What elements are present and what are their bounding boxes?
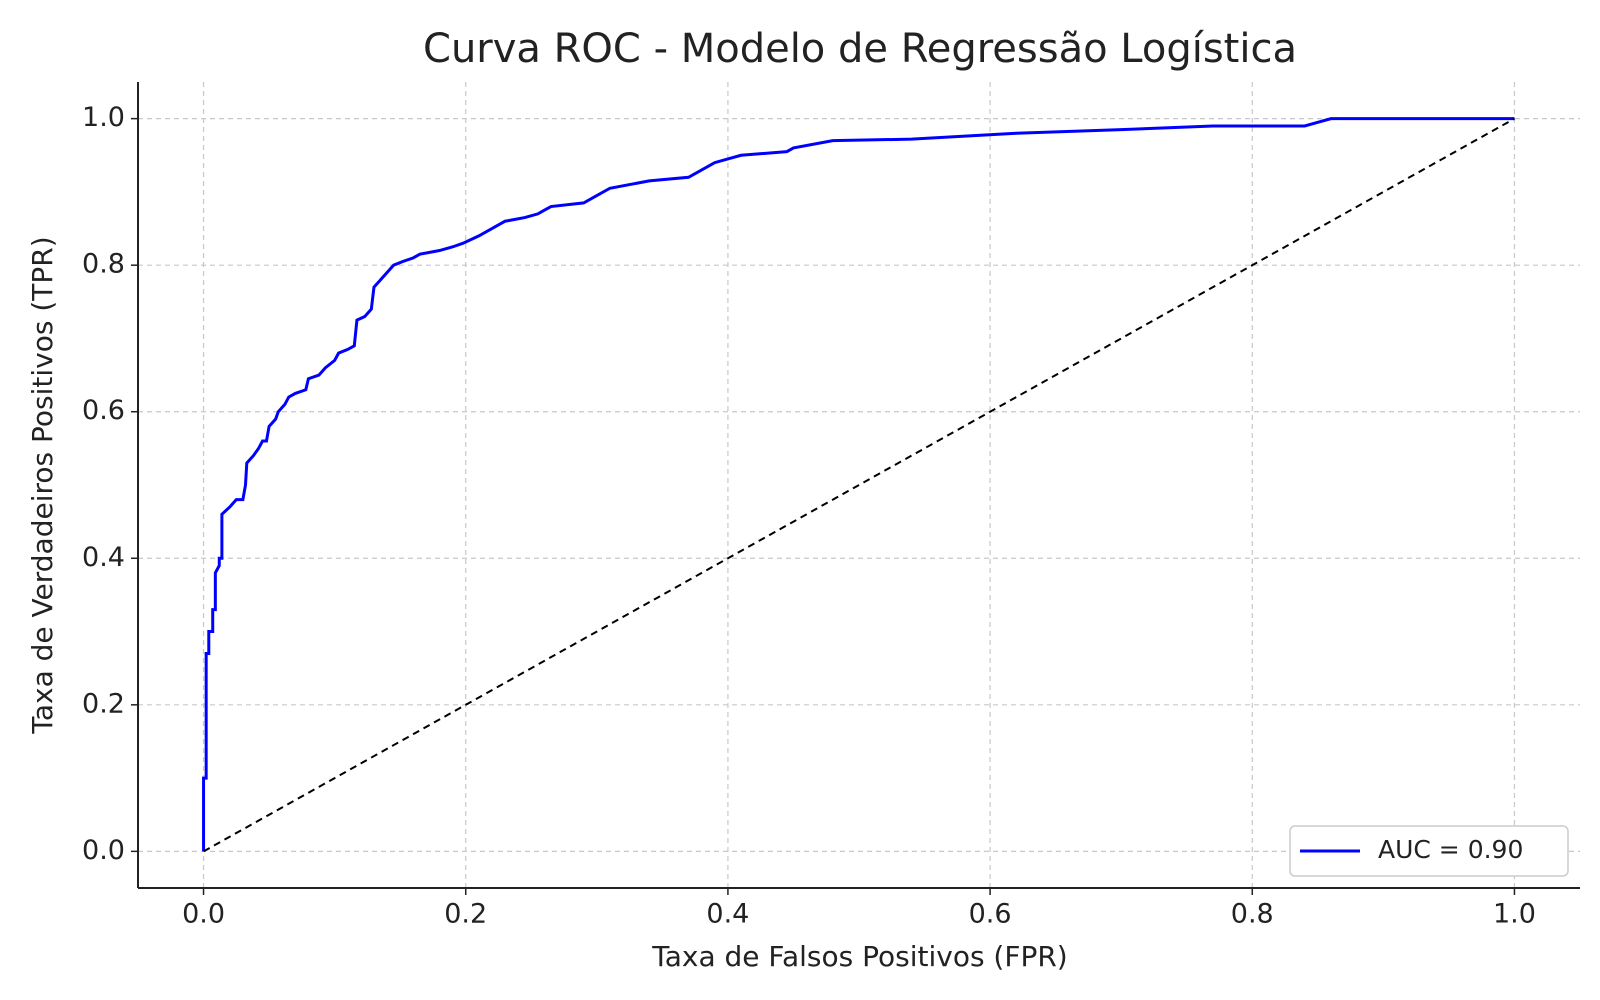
y-tick-label: 0.6 bbox=[82, 395, 125, 426]
legend-label: AUC = 0.90 bbox=[1378, 835, 1523, 864]
x-tick-label: 1.0 bbox=[1493, 899, 1536, 930]
roc-line bbox=[203, 117, 1515, 853]
y-tick-label: 1.0 bbox=[82, 102, 125, 133]
x-tick-label: 0.2 bbox=[444, 899, 487, 930]
roc-line bbox=[202, 117, 1515, 852]
x-tick-label: 0.0 bbox=[182, 899, 225, 930]
legend-box bbox=[1289, 825, 1569, 877]
x-tick-label: 0.6 bbox=[969, 899, 1012, 930]
y-tick-label: 0.8 bbox=[82, 249, 125, 280]
y-axis-label: Taxa de Verdadeiros Positivos (TPR) bbox=[26, 236, 59, 734]
y-tick-label: 0.4 bbox=[82, 542, 125, 573]
chart-title: Curva ROC - Modelo de Regressão Logístic… bbox=[423, 26, 1297, 72]
x-tick-label: 0.4 bbox=[706, 899, 749, 930]
y-tick-label: 0.0 bbox=[82, 835, 125, 866]
y-tick-label: 0.2 bbox=[82, 688, 125, 719]
x-tick-label: 0.8 bbox=[1231, 899, 1274, 930]
x-axis-label: Taxa de Falsos Positivos (FPR) bbox=[651, 940, 1067, 973]
